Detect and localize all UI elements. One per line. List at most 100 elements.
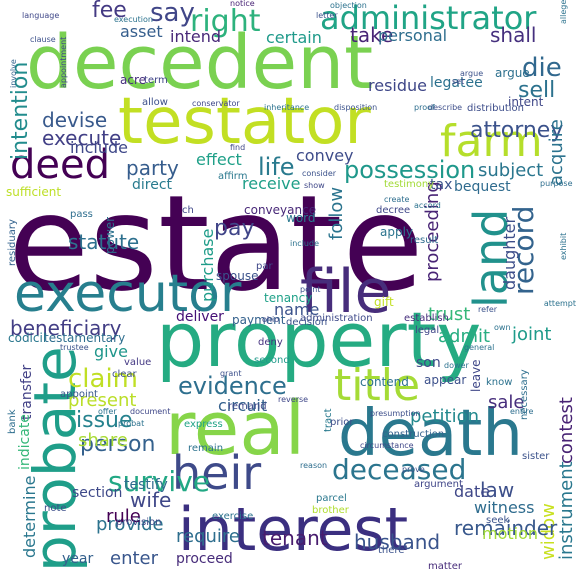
word-60: husband [354, 530, 441, 554]
word-33: include [70, 138, 128, 157]
word-182: create [384, 195, 410, 204]
word-90: witness [474, 498, 535, 517]
word-62: require [176, 526, 240, 547]
word-94: appear [424, 373, 467, 387]
word-66: share [78, 430, 128, 451]
word-67: present [68, 390, 137, 411]
word-184: find [230, 143, 246, 152]
word-147: objection [330, 1, 367, 10]
word-51: admit [438, 326, 491, 347]
word-135: brother [312, 505, 349, 516]
word-157: describe [428, 103, 463, 112]
word-112: sufficient [6, 185, 62, 199]
word-170: trustee [60, 343, 89, 352]
word-22: die [522, 53, 562, 83]
word-101: distribution [467, 103, 524, 114]
word-24: take [350, 23, 394, 47]
word-176: own [494, 323, 511, 332]
word-159: consider [302, 169, 337, 178]
word-172: presumption [370, 409, 421, 418]
word-141: provision [116, 517, 162, 528]
word-11: heir [172, 446, 262, 500]
word-111: testamentary [44, 331, 126, 345]
word-139: seek [486, 515, 510, 526]
word-78: section [72, 485, 123, 501]
word-15: administrator [320, 0, 537, 37]
word-46: person [80, 432, 156, 457]
word-181: attempt [543, 299, 576, 308]
word-79: testify [124, 477, 168, 493]
word-163: allege [559, 0, 568, 25]
word-23: sell [518, 78, 556, 103]
word-125: appoint [60, 389, 98, 400]
word-6: death [338, 397, 523, 471]
word-65: wife [130, 488, 172, 512]
word-4: interest [178, 495, 409, 565]
word-109: legal [415, 325, 440, 336]
word-128: remand [228, 401, 267, 412]
word-179: ch [182, 205, 194, 216]
word-190: dower [444, 361, 469, 370]
word-151: clause [30, 35, 56, 44]
word-102: conveyance [244, 203, 317, 217]
word-61: tenant [262, 526, 328, 550]
word-71: proceeding [422, 181, 443, 282]
word-5: real [165, 386, 306, 472]
word-87: date [454, 482, 491, 501]
word-70: follow [326, 186, 347, 240]
word-39: subject [478, 160, 544, 181]
word-114: word [286, 211, 316, 225]
word-56: contest [556, 397, 576, 464]
word-160: affirm [218, 171, 248, 182]
word-85: bequest [454, 179, 511, 195]
word-166: prove [402, 465, 425, 474]
word-173: circumstance [360, 441, 414, 450]
word-116: result [410, 235, 439, 246]
word-49: pay [214, 216, 255, 241]
word-150: execution [114, 15, 153, 24]
word-129: express [184, 419, 223, 430]
word-120: second [254, 355, 290, 366]
word-154: disposition [334, 103, 378, 112]
word-145: pass [70, 209, 93, 220]
word-127: indicate [17, 414, 33, 470]
word-53: law [480, 478, 515, 502]
word-86: apply [380, 225, 414, 239]
word-45: issue [76, 408, 133, 433]
word-118: decision [286, 317, 328, 328]
word-95: intent [508, 95, 544, 109]
word-16: right [190, 4, 261, 39]
word-107: administration [300, 313, 373, 324]
word-63: enter [110, 548, 159, 569]
word-144: there [378, 545, 405, 556]
word-47: beneficiary [10, 316, 122, 340]
word-115: decree [376, 205, 411, 216]
word-186: probat [118, 419, 145, 428]
word-162: set [452, 77, 465, 86]
word-91: motion [482, 524, 539, 543]
word-1: decedent [26, 20, 374, 106]
word-113: residuary [7, 219, 18, 266]
word-32: execute [42, 126, 122, 150]
word-76: determine [20, 475, 39, 558]
word-77: rule [106, 506, 141, 527]
word-165: reason [300, 461, 328, 470]
word-134: parcel [316, 493, 347, 504]
word-3: property [156, 295, 482, 384]
word-158: proof [414, 103, 435, 112]
word-57: instrument [556, 461, 576, 560]
word-155: inheritance [264, 103, 310, 112]
word-187: argue [460, 69, 484, 78]
word-40: acquire [546, 119, 567, 186]
word-103: spouse [216, 269, 259, 283]
word-34: party [126, 156, 179, 180]
word-88: year [62, 551, 94, 567]
word-183: accord [414, 201, 441, 210]
word-48: statute [68, 230, 140, 254]
word-42: claim [68, 364, 139, 394]
word-171: reverse [278, 395, 309, 404]
word-89: proceed [176, 551, 233, 567]
word-21: attorney [470, 118, 564, 143]
word-153: involve [9, 59, 18, 88]
word-8: executor [14, 264, 242, 324]
